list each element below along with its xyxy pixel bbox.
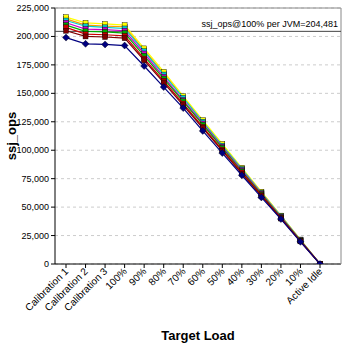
chart: 0 25,000 50,000 75,000 100,000 125,000 150,000… — [0, 0, 348, 348]
grid-line — [55, 64, 341, 65]
grid-line — [55, 150, 341, 151]
marker — [141, 63, 148, 70]
series-line — [66, 23, 320, 264]
grid-line — [55, 178, 341, 179]
frame — [55, 8, 341, 9]
marker — [121, 42, 128, 49]
y-axis-title: ssj_ops — [4, 112, 19, 160]
tick-label: 80% — [146, 266, 168, 288]
tick-label: 50% — [205, 266, 227, 288]
grid-line — [55, 93, 341, 94]
frame — [341, 8, 342, 264]
marker — [142, 58, 147, 63]
tick-label: 70% — [166, 266, 188, 288]
tick — [51, 36, 55, 37]
tick — [105, 264, 106, 268]
tick — [280, 264, 281, 268]
tick — [261, 264, 262, 268]
tick — [202, 264, 203, 268]
tick — [51, 121, 55, 122]
marker — [82, 40, 89, 47]
marker — [64, 28, 69, 33]
tick — [51, 235, 55, 236]
tick-label: Active Idle — [284, 265, 325, 306]
tick-label: 20% — [263, 266, 285, 288]
tick — [85, 264, 86, 268]
marker — [199, 127, 206, 134]
tick-label: 100,000 — [16, 145, 49, 155]
tick-label: 0 — [44, 259, 49, 269]
tick-label: 175,000 — [16, 60, 49, 70]
plot-area — [55, 15, 341, 264]
marker — [238, 172, 245, 179]
tick — [51, 178, 55, 179]
tick-label: 125,000 — [16, 117, 49, 127]
tick-label: 150,000 — [16, 88, 49, 98]
grid-line — [55, 264, 341, 265]
x-axis-title: Target Load — [161, 328, 234, 343]
tick — [183, 264, 184, 268]
marker — [63, 34, 70, 41]
marker — [219, 150, 226, 157]
marker — [258, 194, 265, 201]
marker — [122, 36, 127, 41]
tick — [163, 264, 164, 268]
series-line — [66, 31, 320, 264]
marker — [83, 34, 88, 39]
marker — [103, 35, 108, 40]
y-axis — [55, 8, 56, 264]
tick-label: 75,000 — [21, 174, 49, 184]
series-line — [66, 21, 320, 264]
tick-label: 90% — [127, 266, 149, 288]
tick-label: 40% — [224, 266, 246, 288]
marker — [297, 238, 304, 245]
tick — [51, 150, 55, 151]
marker — [317, 261, 324, 265]
series-line — [66, 19, 320, 264]
tick — [300, 264, 301, 268]
tick — [51, 207, 55, 208]
marker — [102, 41, 109, 48]
tick-label: 200,000 — [16, 31, 49, 41]
series-line — [66, 17, 320, 264]
annotation: ssj_ops@100% per JVM=204,481 — [202, 19, 338, 29]
tick-label: 100% — [103, 266, 129, 292]
x-axis — [55, 264, 341, 265]
tick — [51, 93, 55, 94]
tick — [51, 264, 55, 265]
tick — [241, 264, 242, 268]
marker — [180, 105, 187, 112]
marker — [160, 84, 167, 91]
marker — [277, 216, 284, 223]
tick-label: 225,000 — [16, 3, 49, 13]
grid-line — [55, 207, 341, 208]
series-line — [66, 38, 320, 264]
tick-label: 30% — [244, 266, 266, 288]
grid-line — [55, 8, 341, 9]
tick — [320, 264, 321, 268]
tick-label: Calibration 3 — [62, 265, 110, 313]
tick — [51, 64, 55, 65]
tick-label: 50,000 — [21, 202, 49, 212]
tick — [124, 264, 125, 268]
tick — [222, 264, 223, 268]
tick-label: 60% — [185, 266, 207, 288]
series-line — [66, 25, 320, 264]
tick-label: 25,000 — [21, 231, 49, 241]
tick — [144, 264, 145, 268]
tick — [66, 264, 67, 268]
series-line — [66, 27, 320, 264]
tick — [51, 8, 55, 9]
